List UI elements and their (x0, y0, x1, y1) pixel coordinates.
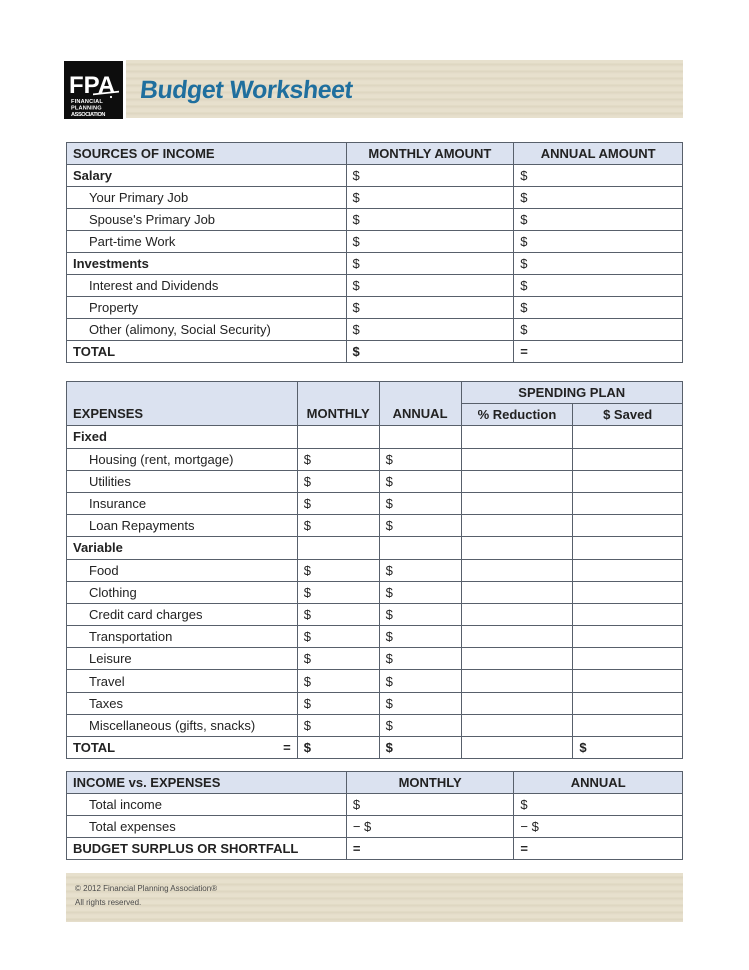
svg-text:ASSOCIATION: ASSOCIATION (71, 112, 105, 118)
svg-text:FINANCIAL: FINANCIAL (71, 99, 103, 105)
svg-text:FPA: FPA (69, 72, 115, 99)
svg-text:PLANNING: PLANNING (71, 106, 102, 112)
